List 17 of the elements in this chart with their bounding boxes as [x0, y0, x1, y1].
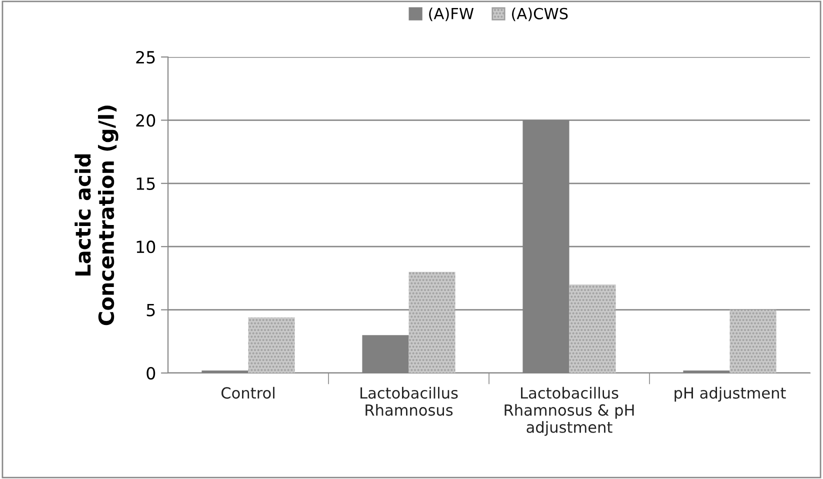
bar [730, 310, 776, 373]
x-tick-label: Control [222, 386, 274, 399]
y-axis-title: Lactic acid Concentration (g/l) [74, 106, 118, 326]
y-tick-label: 25 [136, 50, 155, 64]
y-tick-label: 15 [136, 178, 155, 190]
legend-label: (A)FW [429, 8, 474, 22]
x-tick-label: pH adjustment [674, 386, 786, 402]
bar [408, 272, 456, 373]
y-tick-label: 0 [146, 366, 156, 380]
bar [569, 284, 616, 373]
y-tick-label: 20 [136, 114, 156, 127]
legend-label: (A)CWS [512, 8, 568, 22]
y-tick-label: 5 [146, 304, 155, 316]
x-tick-label: Lactobacillus Rhamnosus & pH adjustment [504, 386, 634, 436]
y-tick-label: 10 [136, 240, 156, 254]
bar [248, 317, 295, 373]
x-tick-label: Lactobacillus Rhamnosus [360, 386, 458, 416]
